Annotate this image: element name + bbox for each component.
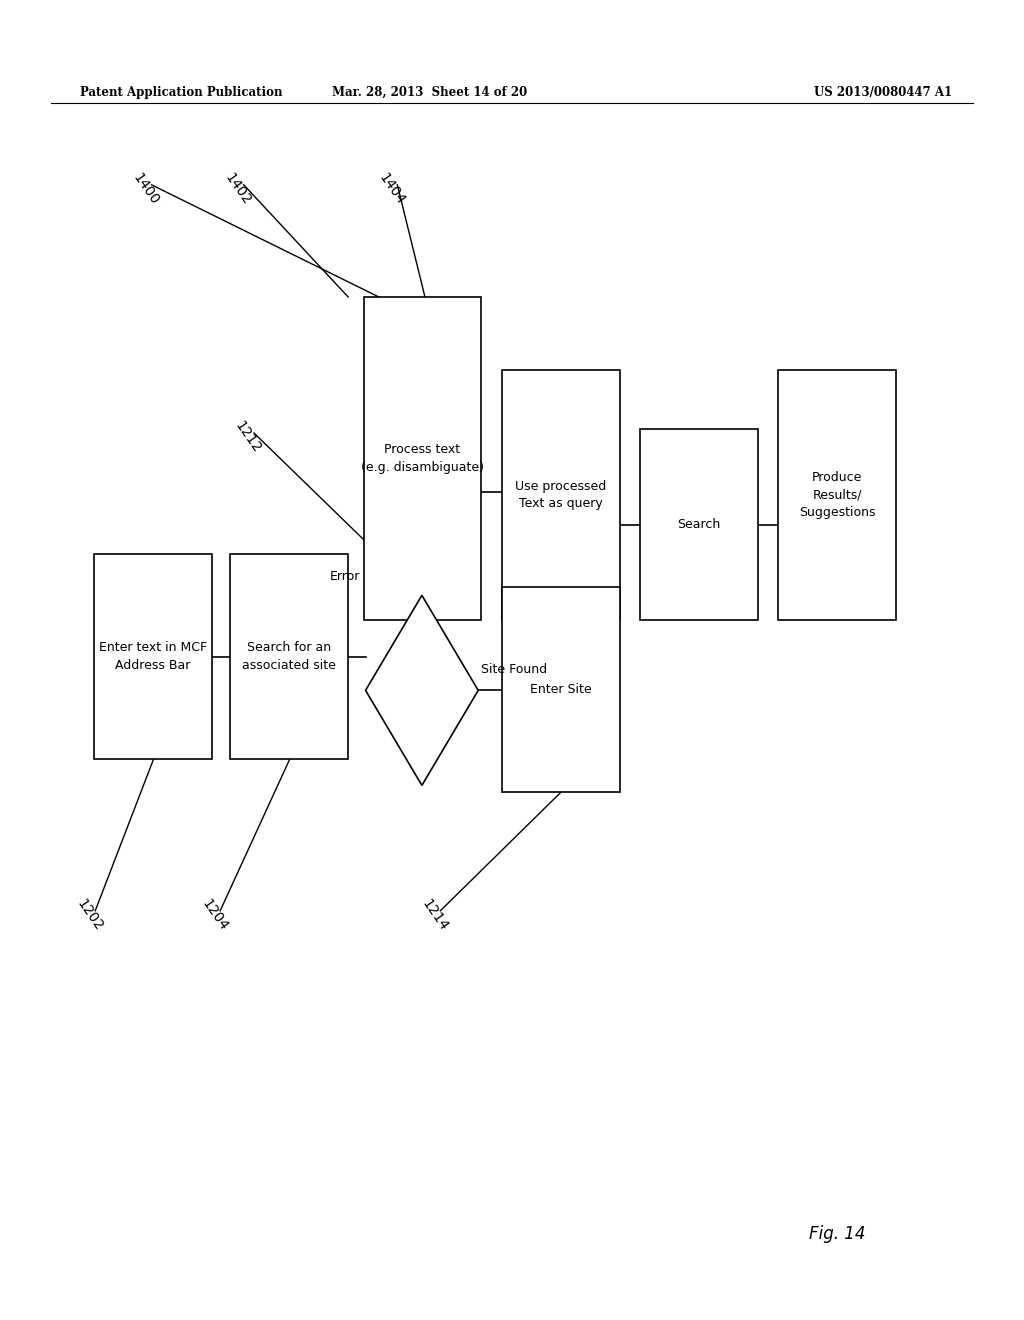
Text: Site Found: Site Found (481, 663, 548, 676)
Text: Enter Site: Enter Site (529, 684, 592, 696)
Text: Error: Error (330, 570, 360, 583)
Text: Search for an
associated site: Search for an associated site (243, 642, 336, 672)
Text: 1204: 1204 (199, 896, 230, 933)
Text: Process text
(e.g. disambiguate): Process text (e.g. disambiguate) (360, 444, 484, 474)
Text: Produce
Results/
Suggestions: Produce Results/ Suggestions (799, 471, 876, 519)
Text: Patent Application Publication: Patent Application Publication (80, 86, 283, 99)
Text: Search: Search (677, 519, 721, 531)
Bar (640, 429, 758, 620)
Bar (94, 554, 212, 759)
Polygon shape (366, 595, 478, 785)
Text: 1400: 1400 (130, 170, 162, 207)
Bar (502, 370, 620, 620)
Text: Enter text in MCF
Address Bar: Enter text in MCF Address Bar (99, 642, 207, 672)
Text: 1202: 1202 (74, 896, 105, 933)
Text: 1214: 1214 (419, 896, 451, 933)
Bar (364, 297, 481, 620)
Bar (778, 370, 896, 620)
Bar (230, 554, 348, 759)
Text: 1404: 1404 (376, 170, 408, 207)
Text: 1212: 1212 (232, 418, 264, 455)
Text: Fig. 14: Fig. 14 (809, 1225, 865, 1243)
Text: 1402: 1402 (222, 170, 254, 207)
Text: US 2013/0080447 A1: US 2013/0080447 A1 (814, 86, 952, 99)
Bar (502, 587, 620, 792)
Text: Use processed
Text as query: Use processed Text as query (515, 479, 606, 511)
Text: Mar. 28, 2013  Sheet 14 of 20: Mar. 28, 2013 Sheet 14 of 20 (333, 86, 527, 99)
